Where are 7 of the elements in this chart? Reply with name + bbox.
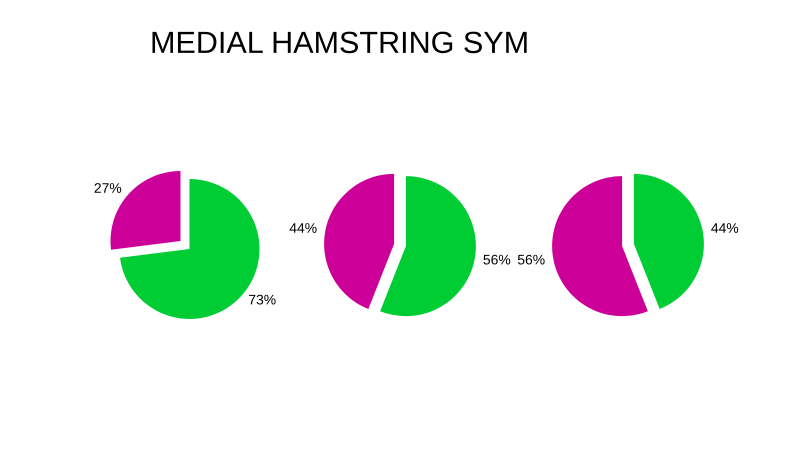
data-label: 44% — [290, 223, 317, 233]
text: MEDIAL HAMSTRING SYM — [152, 32, 527, 54]
data-label: 56% — [518, 254, 545, 265]
data-label: 27% — [94, 183, 122, 193]
data-label: 44% — [711, 223, 738, 233]
data-label: 73% — [249, 294, 276, 305]
data-label: 56% — [483, 254, 510, 265]
